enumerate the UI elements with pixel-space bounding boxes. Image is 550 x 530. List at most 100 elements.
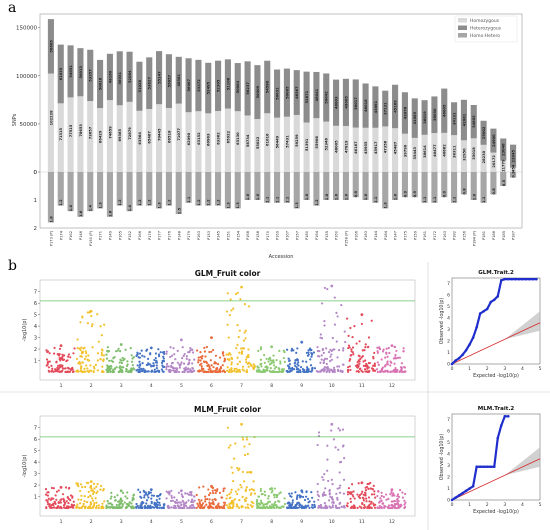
manhattan-point bbox=[338, 471, 341, 474]
manhattan-point bbox=[199, 356, 202, 359]
manhattan-point bbox=[369, 487, 372, 490]
qq-point bbox=[524, 277, 528, 281]
bar-heterozygous-label: 50031 bbox=[276, 87, 280, 100]
x-tick-label: 0 bbox=[451, 366, 454, 372]
bar-heterozygous-label: 37131 bbox=[384, 102, 388, 115]
manhattan-point bbox=[246, 452, 249, 456]
manhattan-point bbox=[90, 369, 93, 372]
manhattan-point bbox=[66, 355, 70, 358]
x-tick-label: P144 bbox=[374, 230, 378, 240]
manhattan-point bbox=[351, 335, 354, 339]
qq-point bbox=[510, 277, 514, 281]
manhattan-point bbox=[55, 506, 58, 510]
manhattan-point bbox=[106, 506, 110, 509]
manhattan-point bbox=[292, 349, 295, 352]
manhattan-point bbox=[293, 362, 296, 365]
bar-homozygous bbox=[382, 126, 389, 172]
x-tick-label: P176 bbox=[167, 230, 171, 240]
manhattan-point bbox=[367, 361, 370, 365]
manhattan-point bbox=[246, 471, 249, 474]
x-tick-label: P161 bbox=[423, 231, 427, 240]
manhattan-point bbox=[324, 366, 327, 369]
manhattan-point bbox=[153, 358, 156, 362]
manhattan-peak-point bbox=[300, 340, 304, 344]
manhattan-point bbox=[358, 493, 362, 497]
bar-ratio-label: 1.0 bbox=[256, 193, 260, 200]
manhattan-point bbox=[253, 492, 257, 495]
manhattan-point bbox=[231, 471, 234, 474]
manhattan-point bbox=[94, 497, 97, 500]
bar-homozygous bbox=[490, 152, 497, 172]
manhattan-point bbox=[190, 369, 193, 372]
manhattan-point bbox=[350, 348, 353, 351]
bar-heterozygous-label: 53357 bbox=[89, 69, 93, 82]
manhattan-point bbox=[264, 493, 267, 497]
bar-heterozygous bbox=[323, 73, 330, 122]
manhattan-point bbox=[153, 370, 156, 373]
bar-heterozygous-label: 52871 bbox=[305, 90, 309, 103]
manhattan-point bbox=[239, 298, 242, 301]
bar-heterozygous bbox=[185, 58, 192, 113]
manhattan-point bbox=[361, 502, 364, 506]
manhattan-point bbox=[216, 370, 220, 374]
manhattan-point bbox=[141, 362, 144, 365]
manhattan-point bbox=[330, 349, 333, 353]
x-tick-label: 12 bbox=[389, 519, 395, 525]
manhattan-point bbox=[358, 367, 361, 371]
manhattan-point bbox=[294, 364, 297, 368]
manhattan-point bbox=[85, 364, 88, 367]
manhattan-point bbox=[61, 369, 64, 372]
manhattan-point bbox=[190, 348, 194, 351]
manhattan-point bbox=[329, 506, 332, 509]
manhattan-point bbox=[205, 345, 208, 349]
manhattan-point bbox=[47, 360, 50, 363]
manhattan-point bbox=[247, 506, 250, 510]
qq-point bbox=[492, 465, 496, 469]
manhattan-point bbox=[278, 506, 281, 510]
bar-ratio-label: 1.1 bbox=[453, 196, 457, 203]
manhattan-point bbox=[143, 494, 146, 497]
bar-heterozygous bbox=[264, 60, 271, 114]
manhattan-point bbox=[244, 506, 247, 509]
manhattan-point bbox=[118, 499, 121, 503]
manhattan-point bbox=[141, 354, 144, 357]
bar-ratio bbox=[264, 172, 271, 203]
manhattan-point bbox=[230, 370, 233, 373]
manhattan-point bbox=[207, 370, 210, 374]
x-tick-label: 5 bbox=[180, 383, 183, 389]
manhattan-point bbox=[62, 497, 65, 500]
x-tick-label: P187 bbox=[512, 231, 516, 240]
manhattan-peak-point bbox=[59, 344, 63, 348]
manhattan-point bbox=[238, 506, 241, 509]
manhattan-point bbox=[230, 357, 234, 360]
manhattan-point bbox=[339, 484, 342, 487]
manhattan-point bbox=[96, 313, 99, 316]
manhattan-point bbox=[92, 370, 95, 373]
bar-homozygous bbox=[323, 121, 330, 172]
manhattan-point bbox=[362, 364, 365, 367]
manhattan-point bbox=[105, 357, 109, 360]
manhattan-point bbox=[120, 359, 123, 362]
x-tick-label: P153 bbox=[207, 231, 211, 240]
bar-homozygous-label: 38614 bbox=[423, 145, 427, 158]
manhattan-point bbox=[399, 369, 403, 372]
x-tick-label: P180 bbox=[305, 230, 309, 240]
manhattan-point bbox=[200, 362, 203, 365]
qq-point bbox=[450, 498, 454, 502]
bar-homozygous-label: 56449 bbox=[276, 135, 280, 148]
manhattan-point bbox=[268, 505, 271, 509]
x-tick-label: 1 bbox=[60, 383, 63, 389]
manhattan-point bbox=[147, 496, 150, 499]
bar-heterozygous-label: 56031 bbox=[118, 72, 122, 85]
manhattan-point bbox=[50, 364, 53, 367]
manhattan-point bbox=[97, 504, 101, 507]
manhattan-point bbox=[392, 357, 396, 360]
bar-ratio bbox=[411, 172, 418, 198]
manhattan-point bbox=[80, 366, 83, 369]
bar-homozygous-label: 69385 bbox=[118, 129, 122, 142]
x-tick-label: P177 bbox=[158, 231, 162, 240]
bar-ratio-label: 1.3 bbox=[158, 202, 162, 209]
manhattan-point bbox=[313, 367, 317, 370]
manhattan-point bbox=[390, 491, 393, 494]
manhattan-point bbox=[223, 357, 226, 360]
